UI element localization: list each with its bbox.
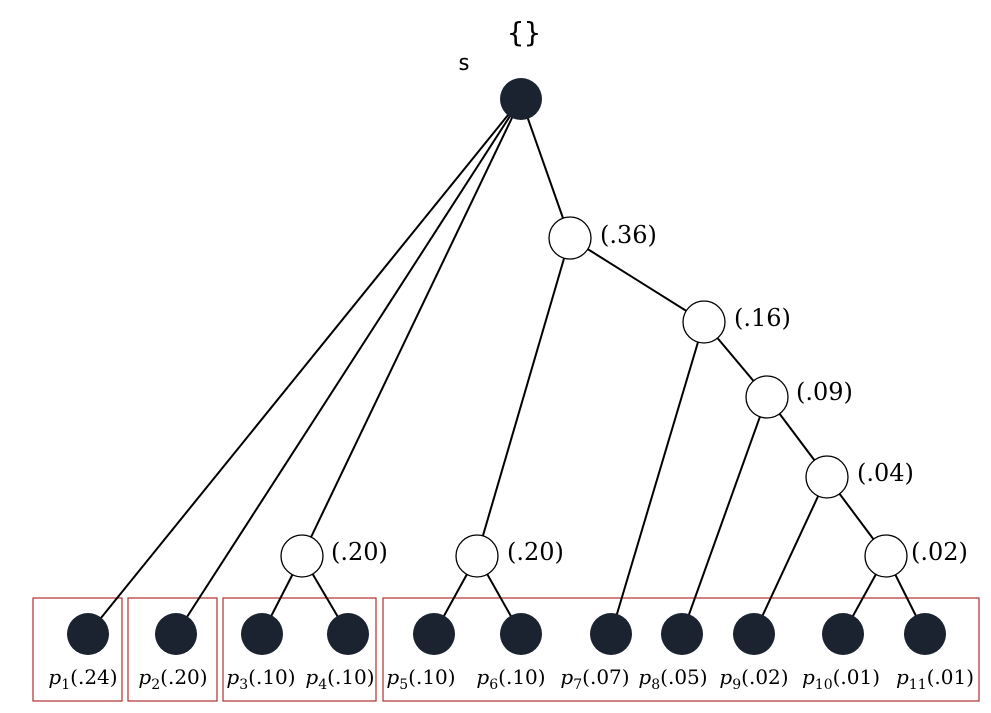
group-box-p1 bbox=[32, 597, 123, 702]
root-node bbox=[500, 78, 542, 120]
internal-node-04 bbox=[805, 455, 849, 499]
edge-n04-p9 bbox=[753, 476, 828, 635]
edge-n16-p7 bbox=[610, 321, 705, 635]
group-box-p2 bbox=[127, 597, 218, 702]
leaf-node-p4 bbox=[327, 613, 369, 655]
leaf-node-p10 bbox=[822, 613, 864, 655]
leaf-name: p bbox=[48, 665, 61, 689]
edge-root-p2 bbox=[175, 98, 522, 635]
leaf-label-p10: p10(.01) bbox=[802, 665, 880, 693]
edge-root-n20a bbox=[301, 98, 522, 557]
leaf-name: p bbox=[476, 665, 489, 689]
leaf-subscript: 3 bbox=[239, 677, 248, 693]
leaf-node-p1 bbox=[67, 613, 109, 655]
leaf-subscript: 4 bbox=[318, 677, 327, 693]
leaf-name: p bbox=[226, 665, 239, 689]
leaf-prob: (.05) bbox=[660, 665, 707, 689]
leaf-label-p9: p9(.02) bbox=[719, 665, 788, 693]
leaf-prob: (.01) bbox=[927, 665, 974, 689]
leaf-label-p11: p11(.01) bbox=[896, 665, 974, 693]
edge-n36-n16 bbox=[569, 237, 705, 323]
leaf-name: p bbox=[719, 665, 732, 689]
internal-node-09 bbox=[745, 375, 789, 419]
leaf-name: p bbox=[305, 665, 318, 689]
leaf-label-p8: p8(.05) bbox=[638, 665, 707, 693]
leaf-subscript: 11 bbox=[909, 677, 927, 693]
leaf-subscript: 1 bbox=[61, 677, 70, 693]
leaf-label-p6: p6(.10) bbox=[476, 665, 545, 693]
leaf-label-p3: p3(.10) bbox=[226, 665, 295, 693]
leaf-prob: (.10) bbox=[498, 665, 545, 689]
leaf-prob: (.10) bbox=[327, 665, 374, 689]
leaf-subscript: 6 bbox=[489, 677, 498, 693]
leaf-prob: (.01) bbox=[833, 665, 880, 689]
internal-label-20a: (.20) bbox=[331, 538, 388, 566]
leaf-subscript: 8 bbox=[651, 677, 660, 693]
leaf-prob: (.10) bbox=[248, 665, 295, 689]
leaf-node-p6 bbox=[500, 613, 542, 655]
leaf-name: p bbox=[638, 665, 651, 689]
leaf-node-p8 bbox=[661, 613, 703, 655]
internal-nodes: (.36) (.16) (.09) (.04) (.02) (.20) (.20… bbox=[280, 216, 968, 578]
leaf-subscript: 9 bbox=[732, 677, 741, 693]
leaf-node-p11 bbox=[904, 613, 946, 655]
leaf-label-p2: p2(.20) bbox=[138, 665, 207, 693]
edge-root-p1 bbox=[87, 98, 522, 635]
leaf-node-p9 bbox=[733, 613, 775, 655]
internal-label-02: (.02) bbox=[911, 538, 968, 566]
leaf-prob: (.02) bbox=[741, 665, 788, 689]
internal-node-16 bbox=[682, 300, 726, 344]
edge-n36-n20b bbox=[476, 237, 571, 557]
leaf-label-p4: p4(.10) bbox=[305, 665, 374, 693]
group-box-p5-p11 bbox=[382, 597, 980, 702]
leaf-name: p bbox=[386, 665, 399, 689]
leaf-prob: (.20) bbox=[160, 665, 207, 689]
leaf-prob: (.10) bbox=[408, 665, 455, 689]
internal-label-20b: (.20) bbox=[507, 538, 564, 566]
leaf-subscript: 10 bbox=[815, 677, 833, 693]
edge-root-n36 bbox=[520, 98, 571, 239]
leaf-node-p7 bbox=[590, 613, 632, 655]
internal-node-36 bbox=[548, 216, 592, 260]
leaf-subscript: 5 bbox=[399, 677, 408, 693]
leaf-node-p2 bbox=[155, 613, 197, 655]
leaf-node-p5 bbox=[413, 613, 455, 655]
internal-node-20b bbox=[455, 534, 499, 578]
leaf-labels: p1(.24) p2(.20) p3(.10) p4(.10) p5(.10) … bbox=[48, 665, 974, 693]
internal-label-16: (.16) bbox=[734, 304, 791, 332]
root-name-label: s bbox=[457, 51, 470, 76]
leaf-name: p bbox=[896, 665, 909, 689]
group-box-p3-p4 bbox=[222, 597, 377, 702]
leaf-subscript: 7 bbox=[573, 677, 582, 693]
root-set-label: {} bbox=[507, 16, 541, 49]
leaf-prob: (.07) bbox=[582, 665, 629, 689]
leaf-label-p5: p5(.10) bbox=[386, 665, 455, 693]
leaf-label-p7: p7(.07) bbox=[560, 665, 629, 693]
leaf-name: p bbox=[560, 665, 573, 689]
internal-label-09: (.09) bbox=[796, 378, 853, 406]
internal-label-36: (.36) bbox=[600, 221, 657, 249]
leaf-subscript: 2 bbox=[151, 677, 160, 693]
internal-label-04: (.04) bbox=[857, 459, 914, 487]
leaf-node-p3 bbox=[241, 613, 283, 655]
leaf-label-p1: p1(.24) bbox=[48, 665, 117, 693]
leaf-nodes bbox=[67, 613, 946, 655]
leaf-prob: (.24) bbox=[70, 665, 117, 689]
leaf-name: p bbox=[802, 665, 815, 689]
internal-node-20a bbox=[280, 534, 324, 578]
leaf-name: p bbox=[138, 665, 151, 689]
edge-n09-p8 bbox=[681, 396, 768, 635]
internal-node-02 bbox=[864, 534, 908, 578]
